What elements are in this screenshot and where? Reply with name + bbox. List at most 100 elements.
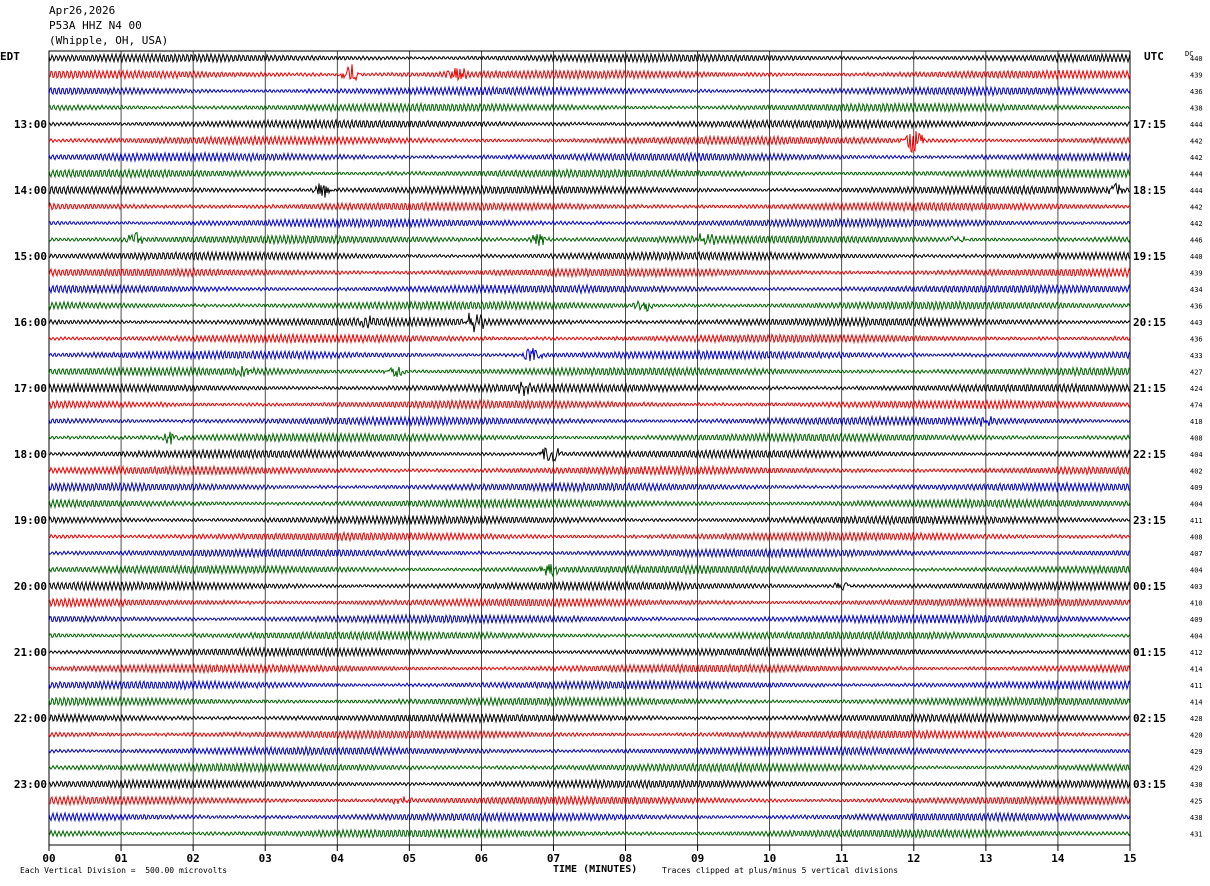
trace-line [48,827,1131,840]
trace-line [48,645,1131,658]
trace-line [48,678,1131,692]
trace-line [48,695,1131,708]
trace-line [48,629,1131,642]
trace-line [48,64,1131,82]
trace-line [48,182,1131,198]
x-tick-label: 07 [547,852,560,865]
trace-line [48,414,1131,428]
trace-line [48,613,1131,625]
dc-value: 442 [1190,220,1203,228]
trace-line [48,711,1131,725]
right-hour-label: 18:15 [1133,184,1166,197]
x-tick-label: 04 [331,852,345,865]
trace-line [48,464,1131,477]
x-tick-label: 03 [259,852,272,865]
dc-value: 442 [1190,204,1203,212]
trace-line [48,101,1131,114]
trace-line [48,312,1131,333]
dc-value: 446 [1190,237,1203,245]
dc-value: 404 [1190,567,1203,575]
x-tick-label: 09 [691,852,704,865]
trace-line [48,217,1131,230]
left-hour-label: 19:00 [14,514,47,527]
dc-value: 434 [1190,286,1203,294]
trace-line [48,745,1131,757]
right-hour-label: 03:15 [1133,778,1166,791]
trace-line [48,728,1131,741]
trace-line [48,811,1131,824]
dc-value: 420 [1190,732,1203,740]
dc-value: 412 [1190,649,1203,657]
trace-line [48,579,1131,593]
trace-line [48,84,1131,98]
dc-value: 439 [1190,72,1203,80]
right-timezone: UTC [1144,50,1164,63]
x-axis-ticks: 00 01 02 03 04 05 06 07 08 09 10 11 12 13 14 15 [42,845,1137,865]
x-tick-label: 02 [187,852,200,865]
dc-value: 410 [1190,600,1203,608]
trace-line [48,777,1131,791]
dc-value: 402 [1190,468,1203,476]
right-hour-label: 21:15 [1133,382,1166,395]
trace-line [48,150,1131,163]
trace-line [48,200,1131,213]
x-tick-label: 10 [763,852,776,865]
trace-line [48,596,1131,609]
clip-note: Traces clipped at plus/minus 5 vertical … [662,866,899,875]
right-hour-label: 01:15 [1133,646,1166,659]
x-tick-label: 13 [979,852,992,865]
x-axis-label: TIME (MINUTES) [553,864,638,875]
right-hour-label: 19:15 [1133,250,1166,263]
dc-value: 433 [1190,352,1203,360]
left-hour-label: 14:00 [14,184,47,197]
dc-value: 440 [1190,55,1203,63]
dc-value: 408 [1190,534,1203,542]
left-hour-label: 17:00 [14,382,47,395]
right-hour-label: 00:15 [1133,580,1166,593]
trace-line [48,167,1131,180]
dc-value: 440 [1190,253,1203,261]
dc-value: 444 [1190,187,1203,195]
dc-value: 414 [1190,699,1203,707]
dc-labels: 440 439 436 438 444 442 442 444 444 442 442 446 440 4… [1190,55,1203,839]
chart-date: Apr26,2026 [49,4,116,17]
x-tick-label: 12 [907,852,920,865]
trace-line [48,497,1131,510]
left-hour-label: 13:00 [14,118,47,131]
x-tick-label: 06 [475,852,489,865]
trace-line [48,365,1131,378]
left-hour-label: 20:00 [14,580,47,593]
trace-line [48,480,1131,494]
trace-line [48,761,1130,774]
trace-line [48,347,1131,362]
right-hour-label: 17:15 [1133,118,1166,131]
dc-value: 409 [1190,484,1203,492]
dc-value: 444 [1190,171,1203,179]
station-code: P53A HHZ N4 00 [49,19,142,32]
trace-line [48,514,1131,526]
trace-line [48,563,1131,579]
trace-line [48,662,1131,675]
trace-line [48,381,1131,397]
dc-value: 411 [1190,517,1203,525]
dc-header: DC [1185,50,1194,58]
dc-value: 429 [1190,748,1203,756]
scale-note: Each Vertical Division = 500.00 microvol… [20,866,228,875]
trace-line [48,794,1131,807]
dc-value: 442 [1190,154,1203,162]
right-hour-label: 02:15 [1133,712,1166,725]
dc-value: 431 [1190,831,1203,839]
left-timezone: EDT [0,50,20,63]
dc-value: 404 [1190,451,1203,459]
dc-value: 425 [1190,798,1203,806]
dc-value: 444 [1190,121,1203,129]
plot-grid [48,50,1131,846]
dc-value: 414 [1190,666,1203,674]
dc-value: 436 [1190,336,1203,344]
dc-value: 442 [1190,138,1203,146]
x-tick-label: 08 [619,852,632,865]
dc-value: 436 [1190,303,1203,311]
x-tick-label: 05 [403,852,416,865]
dc-value: 427 [1190,369,1203,377]
dc-value: 404 [1190,633,1203,641]
